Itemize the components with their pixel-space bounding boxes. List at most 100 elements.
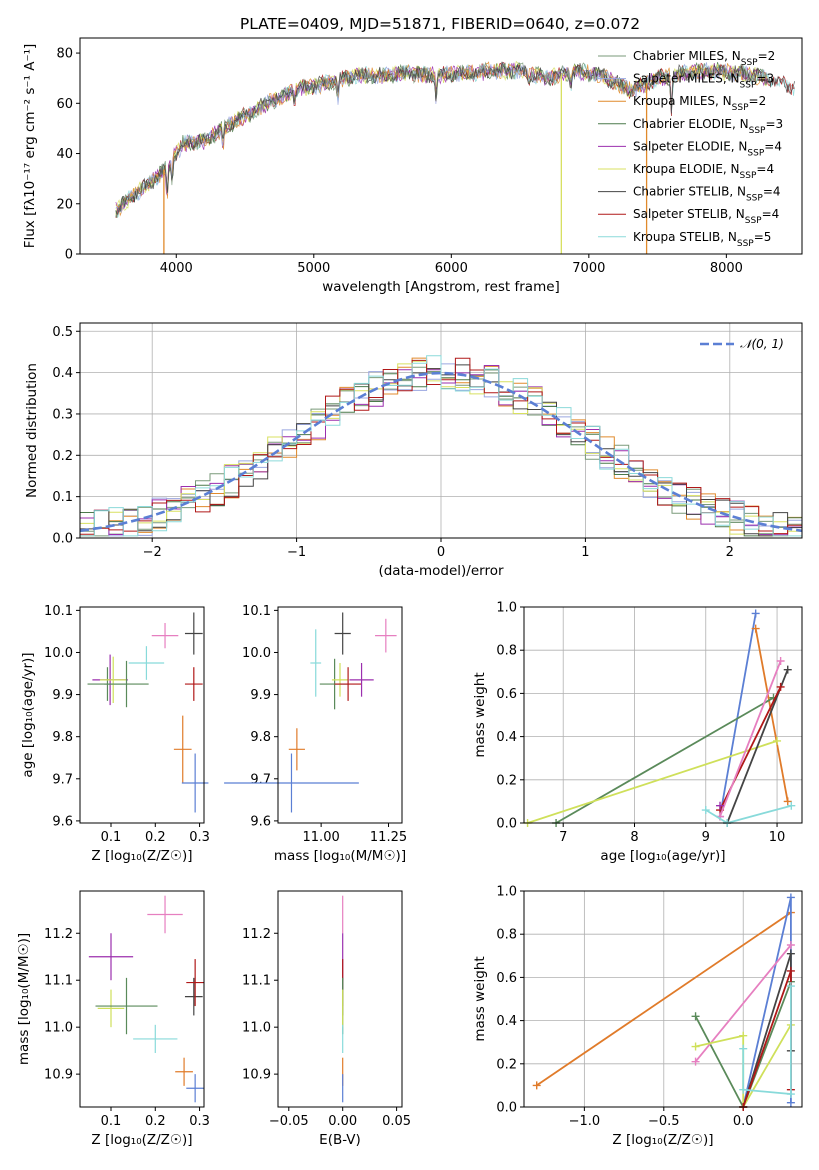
x-tick-label: 0.00 xyxy=(328,1114,357,1129)
y-tick-label: 0.4 xyxy=(496,1014,517,1029)
weight-line xyxy=(719,660,782,817)
y-tick-label: 11.2 xyxy=(242,927,271,942)
y-tick-label: 9.7 xyxy=(250,772,271,787)
weight-line xyxy=(705,804,792,824)
x-tick-label: 10 xyxy=(769,830,786,845)
x-tick-label: −1 xyxy=(287,545,306,560)
y-axis-label: age [log₁₀(age/yr)] xyxy=(20,652,36,777)
y-axis-label: Normed distribution xyxy=(24,363,40,498)
weight-line xyxy=(754,628,789,802)
weight-marker xyxy=(786,966,795,975)
x-axis-label: age [log₁₀(age/yr)] xyxy=(600,848,725,864)
legend-label: 𝒩(0, 1) xyxy=(740,337,784,351)
y-tick-label: 10.1 xyxy=(44,604,73,619)
y-tick-label: 0.4 xyxy=(52,366,73,381)
y-tick-label: 80 xyxy=(56,47,73,62)
spectrum-legend: Chabrier MILES, NSSP=2 Salpeter MILES, NS… xyxy=(598,49,783,249)
weight-marker xyxy=(786,893,795,902)
x-tick-label: 0.2 xyxy=(145,830,166,845)
x-tick-label: 7 xyxy=(559,830,567,845)
y-tick-label: 60 xyxy=(56,97,73,112)
weight-marker xyxy=(776,682,785,691)
y-tick-label: 11.0 xyxy=(44,1021,73,1036)
y-tick-label: 9.6 xyxy=(52,814,73,829)
plot-frame xyxy=(523,606,803,824)
weight-marker xyxy=(773,736,782,745)
y-tick-label: 1.0 xyxy=(496,885,517,900)
y-tick-label: 0.4 xyxy=(496,730,517,745)
y-tick-label: 10.9 xyxy=(44,1068,73,1083)
y-tick-label: 9.8 xyxy=(250,730,271,745)
weight-marker xyxy=(786,982,795,991)
x-axis-label: Z [log₁₀(Z/Z☉)] xyxy=(91,1132,192,1148)
weight-marker xyxy=(783,665,792,674)
weight-marker xyxy=(751,609,760,618)
legend-label: Chabrier ELODIE, NSSP=3 xyxy=(633,117,783,136)
weight-marker xyxy=(751,624,760,633)
y-tick-label: 20 xyxy=(56,197,73,212)
legend-label: Kroupa ELODIE, NSSP=4 xyxy=(633,162,774,181)
y-tick-label: 0.1 xyxy=(52,490,73,505)
y-tick-label: 0.3 xyxy=(52,407,73,422)
x-tick-label: 1 xyxy=(581,545,589,560)
y-tick-label: 0.6 xyxy=(496,687,517,702)
weight-marker xyxy=(716,801,725,810)
weight-marker xyxy=(691,1042,700,1051)
weight-marker xyxy=(786,941,795,949)
weight-marker xyxy=(701,806,710,815)
x-tick-label: 0.1 xyxy=(101,830,122,845)
y-tick-label: 0.8 xyxy=(496,644,517,659)
x-tick-label: 2 xyxy=(726,545,734,560)
weight-line xyxy=(726,669,789,824)
weight-marker xyxy=(786,1090,795,1099)
x-tick-label: 0.0 xyxy=(733,1114,754,1129)
y-tick-label: 10.0 xyxy=(242,646,271,661)
spectrum-axes: 4000 5000 6000 7000 8000 0 20 40 60 80 wavelength … xyxy=(22,37,803,295)
weight-line xyxy=(527,740,778,824)
plot-frame xyxy=(79,322,803,539)
y-tick-label: 9.9 xyxy=(52,688,73,703)
y-tick-label: 9.6 xyxy=(250,814,271,829)
weight-marker xyxy=(739,1044,748,1053)
legend-label: Kroupa MILES, NSSP=2 xyxy=(633,94,766,113)
y-tick-label: 10.1 xyxy=(242,604,271,619)
y-tick-label: 0.0 xyxy=(496,1101,517,1116)
x-tick-label: 0.3 xyxy=(189,1114,210,1129)
y-axis-label: Flux [fλ10⁻¹⁷ erg cm⁻² s⁻¹ A⁻¹] xyxy=(22,44,38,249)
weight-marker xyxy=(786,949,795,958)
weight-marker xyxy=(786,1098,795,1107)
z_weight-axes: −1.0 −0.5 0.0 0.0 0.2 0.4 0.6 0.8 1.0 Z [log₁₀(Z/… xyxy=(472,885,803,1148)
plot-frame xyxy=(79,37,803,255)
x-tick-label: 0 xyxy=(437,545,445,560)
weight-marker xyxy=(739,1031,748,1040)
x-tick-label: −2 xyxy=(143,545,162,560)
x-axis-label: wavelength [Angstrom, rest frame] xyxy=(322,279,560,295)
weight-marker xyxy=(739,1085,748,1094)
x-axis-label: Z [log₁₀(Z/Z☉)] xyxy=(91,848,192,864)
x-tick-label: −0.5 xyxy=(648,1114,680,1129)
x-tick-label: 0.2 xyxy=(145,1114,166,1129)
z_age-axes: 0.1 0.2 0.3 9.6 9.7 9.8 9.9 10.0 10.1 Z [log₁₀(Z/… xyxy=(20,604,210,864)
plot-frame xyxy=(79,890,205,1108)
legend-label: Salpeter MILES, NSSP=3 xyxy=(633,72,774,91)
weight-marker xyxy=(787,801,796,810)
plot-frame xyxy=(277,890,403,1108)
x-axis-label: (data-model)/error xyxy=(378,563,504,579)
x-tick-label: 6000 xyxy=(435,261,468,276)
chart-layer: 4000 5000 6000 7000 8000020406080wavelength … xyxy=(16,37,803,1148)
y-tick-label: 0.2 xyxy=(52,449,73,464)
x-tick-label: −1.0 xyxy=(569,1114,601,1129)
weight-line xyxy=(555,696,774,824)
y-tick-label: 11.1 xyxy=(44,974,73,989)
x-tick-label: −0.05 xyxy=(269,1114,309,1129)
normal-curve xyxy=(79,371,803,533)
y-axis-label: mass weight xyxy=(472,672,488,757)
y-tick-label: 11.2 xyxy=(44,927,73,942)
x-tick-label: 11.00 xyxy=(303,830,340,845)
legend-label: Kroupa STELIB, NSSP=5 xyxy=(633,230,771,249)
x-axis-label: mass [log₁₀(M/M☉)] xyxy=(274,848,406,864)
y-tick-label: 10.0 xyxy=(44,646,73,661)
y-tick-label: 0 xyxy=(65,248,73,263)
x-tick-label: 4000 xyxy=(160,261,193,276)
